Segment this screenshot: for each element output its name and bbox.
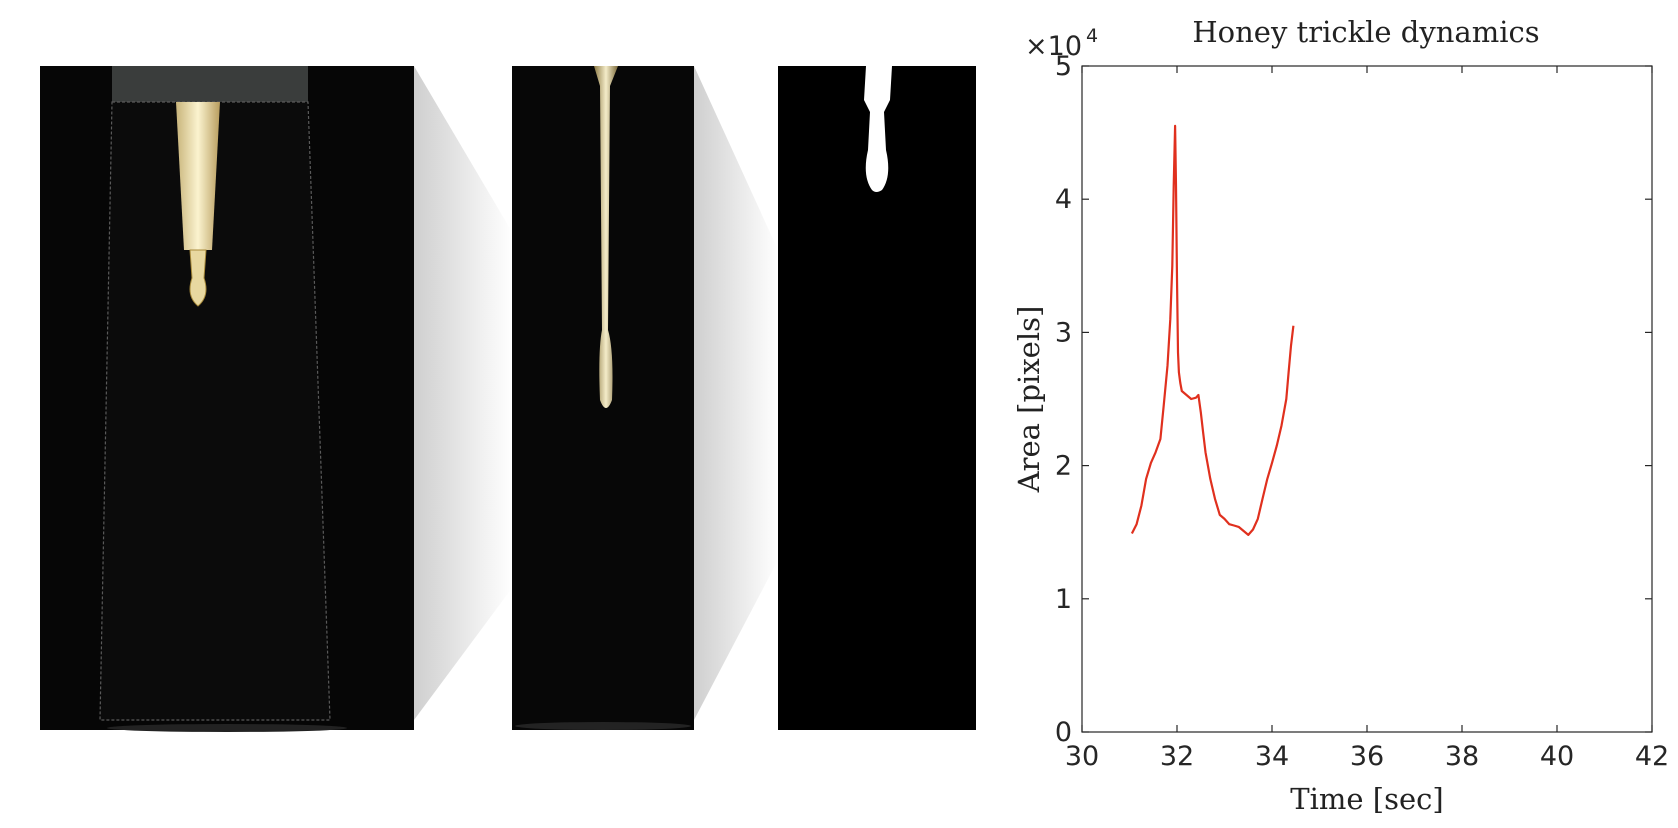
x-tick-label: 32	[1160, 741, 1194, 772]
series-line	[1130, 124, 1295, 536]
zoom-connector-1	[414, 66, 512, 720]
x-tick-label: 36	[1350, 741, 1384, 772]
x-tick-label: 38	[1445, 741, 1479, 772]
chart-title: Honey trickle dynamics	[1192, 15, 1539, 49]
svg-text:×10: ×10	[1025, 31, 1082, 62]
y-axis-label: Area [pixels]	[1012, 306, 1046, 494]
plot-area	[1081, 65, 1653, 733]
y-tick-label: 3	[1055, 317, 1072, 348]
x-tick-label: 34	[1255, 741, 1289, 772]
x-axis-label: Time [sec]	[1290, 782, 1443, 816]
series-layer	[1130, 124, 1295, 536]
photo-panel-binary-mask	[778, 66, 976, 730]
photo-panel-nozzle	[40, 66, 414, 732]
x-axis: 30 32 34 36 38 40 42	[1065, 66, 1669, 772]
y-tick-label: 2	[1055, 451, 1072, 482]
x-tick-label: 42	[1635, 741, 1669, 772]
y-exponent-label: ×10 4	[1025, 25, 1098, 62]
y-tick-label: 0	[1055, 717, 1072, 748]
y-tick-label: 1	[1055, 584, 1072, 615]
y-tick-label: 4	[1055, 184, 1072, 215]
x-tick-label: 30	[1065, 741, 1099, 772]
y-tick-label: 5	[1055, 51, 1072, 82]
y-axis: 0 1 2 3 4 5	[1055, 51, 1652, 748]
photo-panel-trickle	[512, 66, 694, 730]
x-tick-label: 40	[1540, 741, 1574, 772]
svg-text:4: 4	[1086, 25, 1098, 47]
zoom-connector-2	[694, 66, 778, 720]
